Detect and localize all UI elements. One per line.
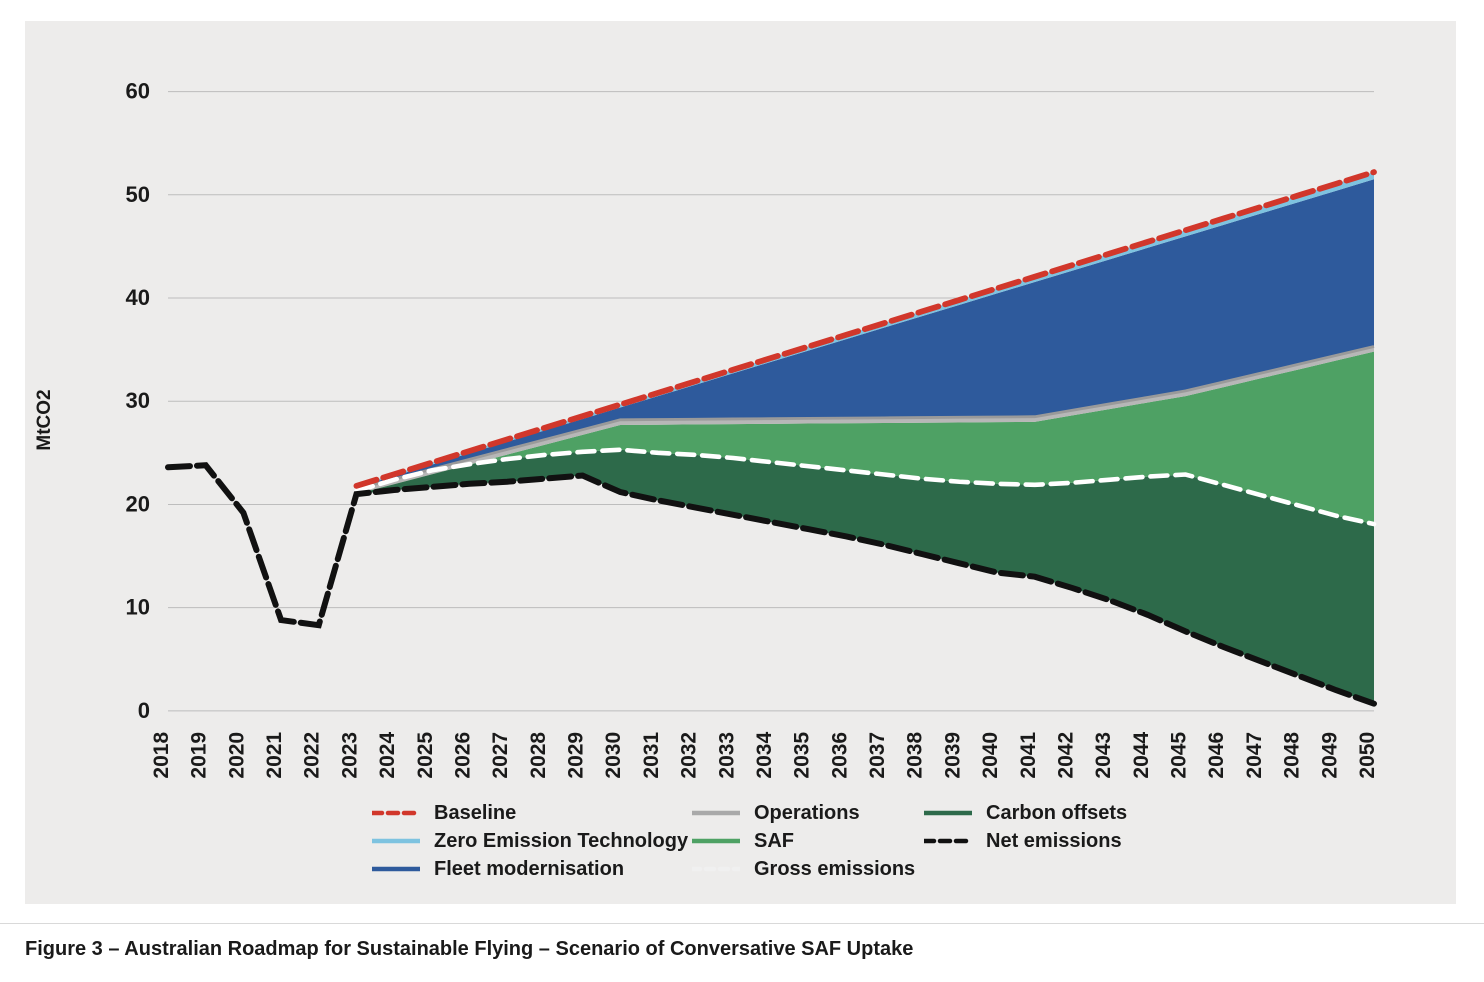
svg-text:60: 60 [126,79,150,104]
svg-text:2022: 2022 [301,732,324,779]
svg-text:2050: 2050 [1356,732,1379,779]
svg-text:2034: 2034 [753,732,776,779]
svg-text:2036: 2036 [828,732,851,779]
svg-text:2027: 2027 [489,732,512,779]
svg-text:2020: 2020 [225,732,248,779]
svg-text:2032: 2032 [678,732,701,779]
svg-text:2025: 2025 [414,732,437,779]
svg-text:20: 20 [126,491,150,516]
svg-text:2019: 2019 [188,732,211,779]
svg-text:10: 10 [126,595,150,620]
svg-text:2040: 2040 [979,732,1002,779]
svg-text:2044: 2044 [1130,732,1153,779]
svg-text:2047: 2047 [1243,732,1266,779]
svg-text:2023: 2023 [338,732,361,779]
svg-text:2024: 2024 [376,732,399,779]
svg-text:2043: 2043 [1092,732,1115,779]
svg-text:2049: 2049 [1318,732,1341,779]
svg-text:MtCO2: MtCO2 [34,389,55,450]
svg-text:2030: 2030 [602,732,625,779]
svg-text:2039: 2039 [941,732,964,779]
svg-text:2042: 2042 [1055,732,1078,779]
svg-text:50: 50 [126,182,150,207]
svg-text:2035: 2035 [791,732,814,779]
svg-text:2028: 2028 [527,732,550,779]
svg-text:2041: 2041 [1017,732,1040,779]
svg-text:2026: 2026 [452,732,475,779]
svg-text:2046: 2046 [1205,732,1228,779]
svg-text:2029: 2029 [565,732,588,779]
svg-text:2018: 2018 [150,732,173,779]
svg-text:2033: 2033 [715,732,738,779]
svg-text:0: 0 [138,698,150,723]
svg-text:2045: 2045 [1168,732,1191,779]
svg-text:30: 30 [126,388,150,413]
svg-text:2031: 2031 [640,732,663,779]
svg-text:2038: 2038 [904,732,927,779]
svg-text:2037: 2037 [866,732,889,779]
svg-text:40: 40 [126,285,150,310]
svg-text:2021: 2021 [263,732,286,779]
svg-text:2048: 2048 [1281,732,1304,779]
